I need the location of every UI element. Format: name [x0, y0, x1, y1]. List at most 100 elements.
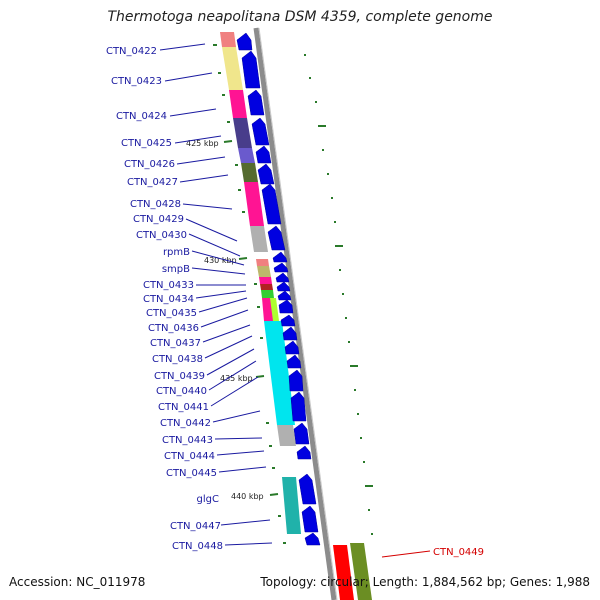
leader-line	[218, 466, 267, 473]
kbp-tick	[238, 257, 248, 260]
gene-label[interactable]: CTN_0448	[172, 541, 223, 552]
gene-label[interactable]: CTN_0428	[130, 199, 181, 210]
feature-box	[233, 118, 252, 148]
feature-box	[264, 321, 295, 425]
gene-label[interactable]: CTN_0430	[136, 230, 187, 241]
gene-label[interactable]: CTN_0438	[152, 354, 203, 365]
gene-label[interactable]: CTN_0444	[164, 451, 215, 462]
feature-box	[241, 163, 258, 182]
leader-line	[185, 218, 238, 242]
leader-line	[214, 437, 263, 440]
gene-label[interactable]: glgC	[197, 494, 219, 505]
gene-label[interactable]: rpmB	[163, 247, 190, 258]
gene-arrow	[275, 272, 290, 283]
gene-label[interactable]: CTN_0436	[148, 323, 199, 334]
feature-box	[333, 545, 354, 600]
genome-backbone-inner	[258, 27, 338, 600]
leader-line	[195, 290, 247, 299]
gene-label[interactable]: CTN_0439	[154, 371, 205, 382]
gene-label[interactable]: CTN_0437	[150, 338, 201, 349]
feature-box	[282, 477, 301, 534]
feature-box	[259, 277, 272, 284]
gene-label[interactable]: CTN_0442	[160, 418, 211, 429]
gene-label[interactable]: CTN_0441	[158, 402, 209, 413]
gene-label[interactable]: CTN_0425	[121, 138, 172, 149]
leader-line	[210, 376, 259, 407]
gene-arrow	[267, 225, 286, 251]
gene-arrow	[273, 262, 289, 273]
gene-label[interactable]: CTN_0424	[116, 111, 167, 122]
gene-arrow	[284, 340, 300, 355]
gene-arrow	[255, 145, 272, 164]
gene-label[interactable]: CTN_0443	[162, 435, 213, 446]
gene-label[interactable]: CTN_0445	[166, 468, 217, 479]
leader-line-highlight	[381, 550, 431, 558]
gene-arrow	[293, 422, 310, 445]
kbp-tick-label: 440 kbp	[231, 492, 264, 501]
gene-arrows	[236, 32, 321, 546]
leader-line	[176, 156, 226, 165]
gene-arrow	[282, 326, 298, 341]
leader-line	[204, 335, 253, 359]
gc-marks	[213, 44, 373, 544]
feature-box	[350, 543, 372, 600]
leader-line	[224, 542, 273, 546]
gene-label[interactable]: CTN_0447	[170, 521, 221, 532]
feature-boxes	[220, 32, 372, 600]
feature-box	[277, 425, 296, 446]
feature-box	[244, 182, 264, 226]
gene-arrow	[278, 299, 294, 314]
feature-box	[222, 47, 243, 90]
feature-box	[261, 290, 274, 298]
gene-label[interactable]: CTN_0434	[143, 294, 194, 305]
gene-label[interactable]: smpB	[162, 264, 190, 275]
feature-box	[238, 148, 255, 163]
gene-label[interactable]: CTN_0429	[133, 214, 184, 225]
gene-arrow	[280, 314, 296, 327]
gene-label-highlight[interactable]: CTN_0449	[433, 547, 484, 558]
feature-box	[270, 298, 279, 321]
leader-line	[182, 203, 233, 210]
leader-line	[212, 410, 261, 423]
leader-line	[179, 174, 229, 183]
accession-text: Accession: NC_011978	[9, 575, 146, 589]
gene-label[interactable]: CTN_0423	[111, 76, 162, 87]
leader-line	[200, 309, 249, 328]
leader-line	[191, 267, 246, 275]
gene-arrow	[241, 50, 261, 89]
gene-label[interactable]: CTN_0440	[156, 386, 207, 397]
gene-arrow	[251, 117, 270, 146]
leader-line	[164, 72, 213, 82]
gene-label[interactable]: CTN_0426	[124, 159, 175, 170]
gene-label[interactable]: CTN_0435	[146, 308, 197, 319]
leader-line	[198, 297, 248, 313]
feature-box	[260, 284, 273, 290]
map-title: Thermotoga neapolitana DSM 4359, complet…	[107, 9, 493, 25]
leader-line	[191, 250, 245, 266]
kbp-ticks: 425 kbp 430 kbp 435 kbp 440 kbp	[186, 139, 279, 501]
gene-arrow	[296, 445, 312, 460]
gene-arrow	[247, 89, 265, 116]
gene-arrow	[276, 281, 291, 292]
feature-box	[229, 90, 247, 118]
genome-summary-text: Topology: circular; Length: 1,884,562 bp…	[260, 575, 590, 589]
feature-box	[250, 226, 268, 252]
leader-line	[208, 360, 257, 391]
gene-arrow	[298, 473, 317, 505]
gene-arrow	[257, 163, 275, 185]
kbp-tick	[255, 375, 265, 378]
genome-backbone	[253, 27, 337, 600]
gene-arrow	[290, 391, 307, 422]
feature-box	[220, 32, 236, 47]
leader-line	[159, 43, 206, 51]
feature-box	[257, 266, 271, 277]
gene-label[interactable]: CTN_0427	[127, 177, 178, 188]
gene-arrow	[272, 251, 288, 263]
leader-line	[202, 324, 251, 343]
gene-label[interactable]: CTN_0422	[106, 46, 157, 57]
gene-label[interactable]: CTN_0433	[143, 280, 194, 291]
leader-line	[174, 135, 222, 144]
gene-arrow	[286, 354, 302, 369]
kbp-tick	[223, 140, 233, 143]
